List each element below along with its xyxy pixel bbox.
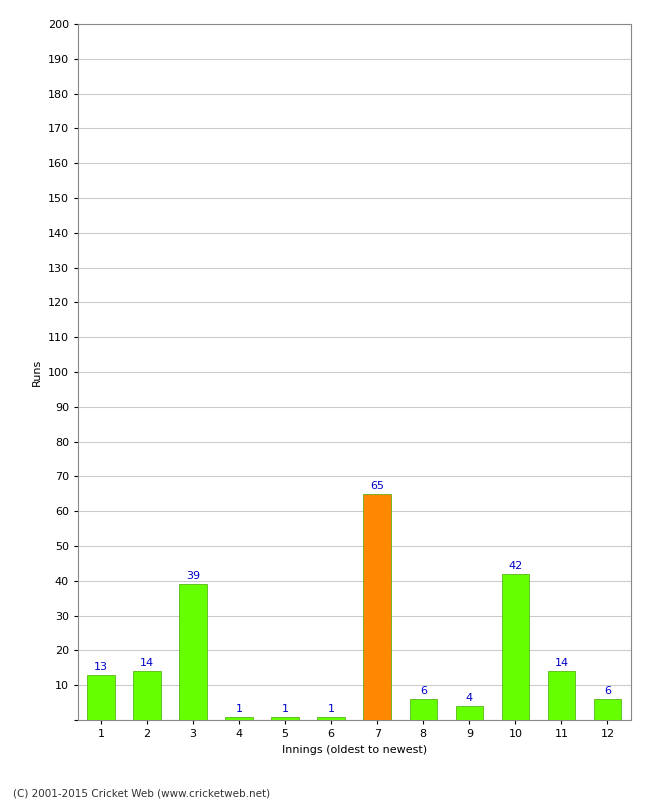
- Bar: [547, 671, 575, 720]
- Text: 1: 1: [236, 704, 242, 714]
- Bar: [272, 717, 299, 720]
- Text: 6: 6: [604, 686, 611, 696]
- Text: 14: 14: [554, 658, 569, 669]
- Bar: [226, 717, 253, 720]
- Bar: [593, 699, 621, 720]
- Bar: [410, 699, 437, 720]
- Text: 4: 4: [466, 694, 473, 703]
- Bar: [179, 584, 207, 720]
- Bar: [502, 574, 529, 720]
- Text: 65: 65: [370, 481, 384, 491]
- Text: 13: 13: [94, 662, 108, 672]
- Bar: [363, 494, 391, 720]
- Bar: [133, 671, 161, 720]
- Y-axis label: Runs: Runs: [32, 358, 42, 386]
- Bar: [456, 706, 483, 720]
- Text: 39: 39: [186, 571, 200, 582]
- X-axis label: Innings (oldest to newest): Innings (oldest to newest): [281, 745, 427, 754]
- Bar: [317, 717, 345, 720]
- Text: 1: 1: [328, 704, 335, 714]
- Text: (C) 2001-2015 Cricket Web (www.cricketweb.net): (C) 2001-2015 Cricket Web (www.cricketwe…: [13, 788, 270, 798]
- Text: 6: 6: [420, 686, 427, 696]
- Text: 1: 1: [281, 704, 289, 714]
- Text: 42: 42: [508, 561, 523, 571]
- Text: 14: 14: [140, 658, 154, 669]
- Bar: [87, 674, 115, 720]
